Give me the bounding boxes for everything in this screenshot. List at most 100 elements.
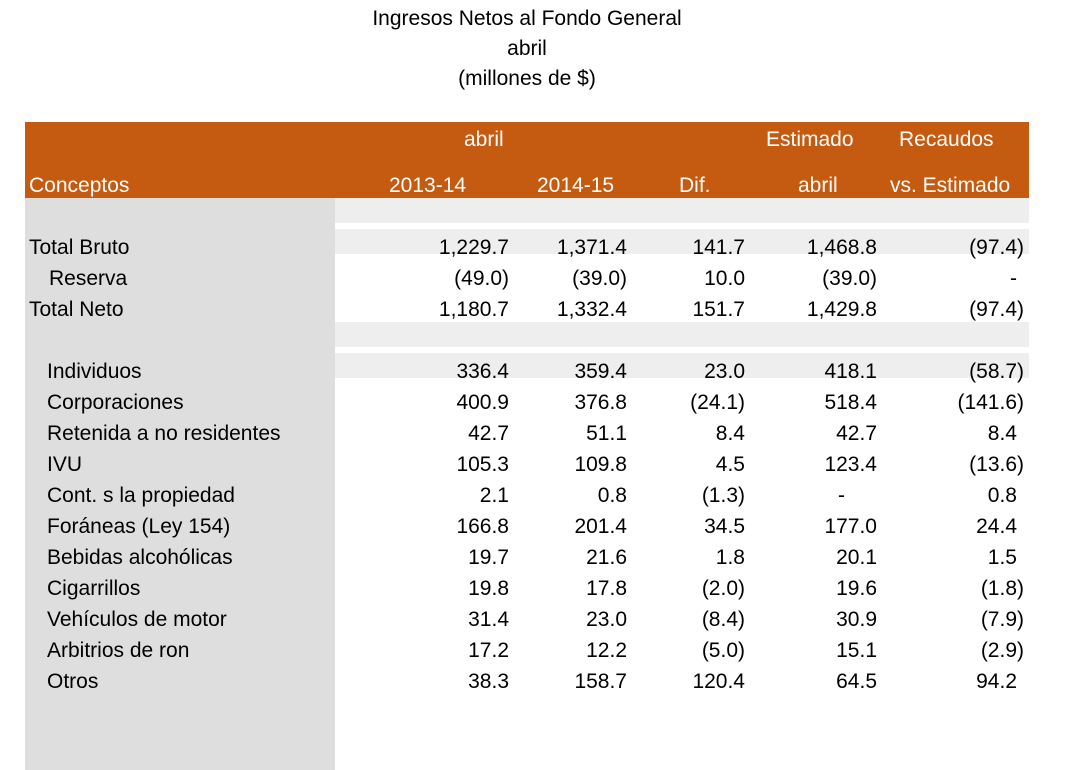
- row-label: Retenida a no residentes: [47, 422, 281, 445]
- cell-2014-15: 1,371.4: [556, 236, 627, 259]
- cell-vs-estimado: -: [1010, 267, 1017, 290]
- cell-vs-estimado: (2.9): [980, 639, 1024, 662]
- cell-2014-15: 12.2: [586, 639, 627, 662]
- cell-2014-15: (39.0): [572, 267, 627, 290]
- row-label: Cigarrillos: [47, 577, 141, 600]
- revenue-table: abril Estimado Recaudos Conceptos 2013-1…: [25, 122, 1029, 770]
- row-label: IVU: [47, 453, 83, 476]
- cell-2013-14: 42.7: [468, 422, 509, 445]
- table-row: Reserva (49.0) (39.0) 10.0 (39.0) -: [25, 260, 1029, 291]
- cell-estimado: 177.0: [824, 515, 877, 538]
- cell-estimado: 20.1: [836, 546, 877, 569]
- header-conceptos: Conceptos: [29, 174, 130, 197]
- row-label: Corporaciones: [47, 391, 184, 414]
- cell-estimado: -: [838, 484, 845, 507]
- cell-2014-15: 376.8: [574, 391, 627, 414]
- header-col-2014-15: 2014-15: [537, 174, 615, 197]
- cell-2013-14: 1,180.7: [438, 298, 509, 321]
- cell-2014-15: 0.8: [597, 484, 627, 507]
- cell-2014-15: 109.8: [574, 453, 627, 476]
- cell-2013-14: 19.8: [468, 577, 509, 600]
- table-row: Individuos 336.4 359.4 23.0 418.1 (58.7): [25, 353, 1029, 384]
- header-recaudos: Recaudos: [899, 128, 994, 151]
- cell-estimado: 15.1: [836, 639, 877, 662]
- cell-2014-15: 23.0: [586, 608, 627, 631]
- spacer-row: [25, 322, 1029, 353]
- cell-2013-14: 38.3: [468, 670, 509, 693]
- cell-dif: 10.0: [704, 267, 745, 290]
- cell-2014-15: 21.6: [586, 546, 627, 569]
- cell-estimado: 19.6: [836, 577, 877, 600]
- cell-2013-14: 19.7: [468, 546, 509, 569]
- concept-column-shade: [25, 198, 335, 770]
- header-col-dif: Dif.: [679, 174, 711, 197]
- row-label: Bebidas alcohólicas: [47, 546, 233, 569]
- cell-estimado: (39.0): [822, 267, 877, 290]
- cell-dif: (1.3): [701, 484, 745, 507]
- cell-2013-14: (49.0): [454, 267, 509, 290]
- row-label: Arbitrios de ron: [47, 639, 190, 662]
- cell-dif: (5.0): [701, 639, 745, 662]
- cell-dif: 151.7: [692, 298, 745, 321]
- cell-vs-estimado: 1.5: [987, 546, 1017, 569]
- cell-2014-15: 158.7: [574, 670, 627, 693]
- table-row: Total Bruto 1,229.7 1,371.4 141.7 1,468.…: [25, 229, 1029, 260]
- row-label: Individuos: [47, 360, 142, 383]
- row-label: Foráneas (Ley 154): [47, 515, 231, 538]
- cell-vs-estimado: (7.9): [980, 608, 1024, 631]
- cell-vs-estimado: 94.2: [976, 670, 1017, 693]
- table-header: abril Estimado Recaudos Conceptos 2013-1…: [25, 122, 1029, 198]
- header-col-2013-14: 2013-14: [389, 174, 467, 197]
- cell-estimado: 518.4: [824, 391, 877, 414]
- cell-2014-15: 1,332.4: [556, 298, 627, 321]
- cell-estimado: 30.9: [836, 608, 877, 631]
- row-label: Cont. s la propiedad: [47, 484, 235, 507]
- table-row: Foráneas (Ley 154) 166.8 201.4 34.5 177.…: [25, 508, 1029, 539]
- header-estimado: Estimado: [766, 128, 854, 151]
- table-row: Bebidas alcohólicas 19.7 21.6 1.8 20.1 1…: [25, 539, 1029, 570]
- cell-dif: 23.0: [704, 360, 745, 383]
- cell-vs-estimado: 0.8: [987, 484, 1017, 507]
- row-label: Vehículos de motor: [47, 608, 227, 631]
- table-row: Cigarrillos 19.8 17.8 (2.0) 19.6 (1.8): [25, 570, 1029, 601]
- cell-estimado: 64.5: [836, 670, 877, 693]
- cell-estimado: 418.1: [824, 360, 877, 383]
- table-row: Cont. s la propiedad 2.1 0.8 (1.3) - 0.8: [25, 477, 1029, 508]
- cell-2013-14: 1,229.7: [438, 236, 509, 259]
- cell-dif: (24.1): [690, 391, 745, 414]
- cell-vs-estimado: (97.4): [969, 298, 1024, 321]
- cell-vs-estimado: (141.6): [957, 391, 1024, 414]
- cell-2013-14: 2.1: [479, 484, 509, 507]
- cell-vs-estimado: (58.7): [969, 360, 1024, 383]
- cell-dif: 120.4: [692, 670, 745, 693]
- cell-dif: 4.5: [715, 453, 745, 476]
- header-col-vs-estimado: vs. Estimado: [890, 174, 1011, 197]
- cell-2013-14: 166.8: [456, 515, 509, 538]
- row-label: Total Neto: [29, 298, 124, 321]
- header-col-estimado-abril: abril: [798, 174, 838, 197]
- title-line-3: (millones de $): [458, 67, 596, 90]
- table-row: Corporaciones 400.9 376.8 (24.1) 518.4 (…: [25, 384, 1029, 415]
- row-label: Reserva: [49, 267, 128, 290]
- cell-vs-estimado: 24.4: [976, 515, 1017, 538]
- cell-estimado: 1,429.8: [806, 298, 877, 321]
- cell-dif: (2.0): [701, 577, 745, 600]
- cell-vs-estimado: (13.6): [969, 453, 1024, 476]
- table-row: IVU 105.3 109.8 4.5 123.4 (13.6): [25, 446, 1029, 477]
- cell-2014-15: 51.1: [586, 422, 627, 445]
- cell-2013-14: 105.3: [456, 453, 509, 476]
- table-row: Arbitrios de ron 17.2 12.2 (5.0) 15.1 (2…: [25, 632, 1029, 663]
- title-line-2: abril: [507, 37, 547, 60]
- title-line-1: Ingresos Netos al Fondo General: [372, 7, 682, 30]
- cell-2013-14: 31.4: [468, 608, 509, 631]
- table-row: Vehículos de motor 31.4 23.0 (8.4) 30.9 …: [25, 601, 1029, 632]
- table-body: Total Bruto 1,229.7 1,371.4 141.7 1,468.…: [25, 198, 1029, 770]
- cell-2013-14: 400.9: [456, 391, 509, 414]
- report-title: Ingresos Netos al Fondo General abril (m…: [0, 4, 1054, 94]
- row-label: Otros: [47, 670, 99, 693]
- header-group-abril: abril: [464, 128, 504, 151]
- cell-estimado: 1,468.8: [806, 236, 877, 259]
- cell-2014-15: 359.4: [574, 360, 627, 383]
- cell-2014-15: 201.4: [574, 515, 627, 538]
- cell-estimado: 123.4: [824, 453, 877, 476]
